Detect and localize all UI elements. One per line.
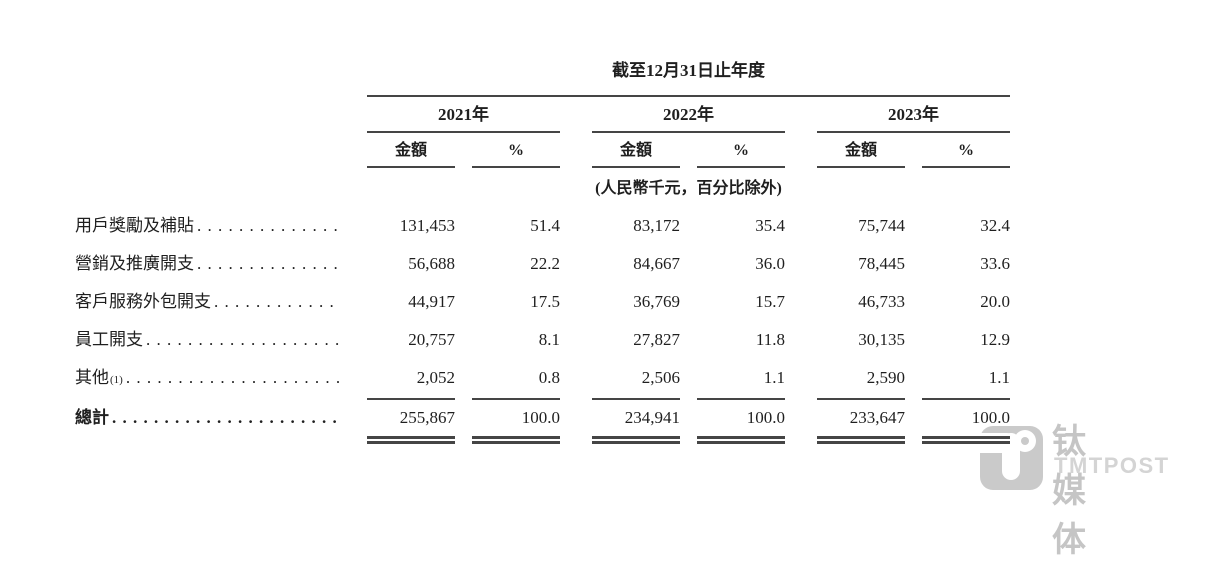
logo-circle <box>1014 430 1036 452</box>
cell-value: 2,506 <box>592 368 680 400</box>
table-title: 截至12月31日止年度 <box>612 61 765 80</box>
dot-leader <box>214 292 339 312</box>
header-rule <box>367 95 1010 97</box>
row-label: 用戶獎勵及補貼 <box>75 216 194 235</box>
dot-leader <box>112 408 339 428</box>
row-label: 客戶服務外包開支 <box>75 292 211 311</box>
total-value: 234,941 <box>592 408 680 444</box>
table-row: 其他(1) 2,052 0.8 2,506 1.1 2,590 1.1 <box>75 368 1010 400</box>
cell-value: 83,172 <box>633 216 680 235</box>
total-value: 100.0 <box>922 408 1010 444</box>
table-row: 客戶服務外包開支 44,917 17.5 36,769 15.7 46,733 … <box>75 292 1010 312</box>
cell-value: 51.4 <box>530 216 560 235</box>
row-label: 員工開支 <box>75 330 143 349</box>
col-header-amount: 金額 <box>817 141 905 168</box>
total-value: 100.0 <box>697 408 785 444</box>
cell-value: 11.8 <box>755 330 785 349</box>
cell-value: 32.4 <box>980 216 1010 235</box>
cell-value: 17.5 <box>530 292 560 311</box>
expense-breakdown-table: 截至12月31日止年度 2021年 2022年 2023年 金額 % 金額 % … <box>75 55 1010 444</box>
tmtpost-logo-icon <box>980 426 1043 490</box>
cell-value: 22.2 <box>530 254 560 273</box>
cell-value: 46,733 <box>858 292 905 311</box>
total-value: 233,647 <box>817 408 905 444</box>
cell-value: 20.0 <box>980 292 1010 311</box>
dot-leader <box>126 368 339 388</box>
cell-value: 8.1 <box>538 330 560 349</box>
cell-value: 36,769 <box>633 292 680 311</box>
cell-value: 33.6 <box>980 254 1010 273</box>
cell-value: 56,688 <box>408 254 455 273</box>
column-header-row: 金額 % 金額 % 金額 % <box>75 141 1010 168</box>
total-value: 255,867 <box>367 408 455 444</box>
year-header-2022: 2022年 <box>592 105 785 133</box>
cell-value: 131,453 <box>399 216 455 235</box>
row-label: 其他 <box>75 368 109 387</box>
cell-value: 2,590 <box>817 368 905 400</box>
col-header-percent: % <box>697 141 785 168</box>
year-header-row: 2021年 2022年 2023年 <box>75 105 1010 133</box>
cell-value: 1.1 <box>697 368 785 400</box>
cell-value: 78,445 <box>858 254 905 273</box>
col-header-percent: % <box>922 141 1010 168</box>
col-header-amount: 金額 <box>367 141 455 168</box>
table-row: 員工開支 20,757 8.1 27,827 11.8 30,135 12.9 <box>75 330 1010 350</box>
cell-value: 0.8 <box>472 368 560 400</box>
year-header-2023: 2023年 <box>817 105 1010 133</box>
cell-value: 75,744 <box>858 216 905 235</box>
row-label: 營銷及推廣開支 <box>75 254 194 273</box>
unit-note: (人民幣千元，百分比除外) <box>595 180 782 197</box>
watermark-english-name: TMTPOST <box>1054 453 1170 478</box>
watermark-chinese-name: 钛媒体 <box>1052 423 1089 559</box>
total-value: 100.0 <box>472 408 560 444</box>
year-header-2021: 2021年 <box>367 105 560 133</box>
cell-value: 36.0 <box>755 254 785 273</box>
col-header-percent: % <box>472 141 560 168</box>
cell-value: 35.4 <box>755 216 785 235</box>
dot-leader <box>146 330 339 350</box>
dot-leader <box>197 254 339 274</box>
cell-value: 1.1 <box>922 368 1010 400</box>
table-row: 用戶獎勵及補貼 131,453 51.4 83,172 35.4 75,744 … <box>75 216 1010 236</box>
cell-value: 15.7 <box>755 292 785 311</box>
total-row: 總計 255,867 100.0 234,941 100.0 233,647 1… <box>75 408 1010 444</box>
col-header-amount: 金額 <box>592 141 680 168</box>
cell-value: 30,135 <box>858 330 905 349</box>
cell-value: 20,757 <box>408 330 455 349</box>
cell-value: 2,052 <box>367 368 455 400</box>
table-row: 營銷及推廣開支 56,688 22.2 84,667 36.0 78,445 3… <box>75 254 1010 274</box>
cell-value: 27,827 <box>633 330 680 349</box>
dot-leader <box>197 216 339 236</box>
cell-value: 84,667 <box>633 254 680 273</box>
footnote-marker: (1) <box>110 374 123 386</box>
cell-value: 44,917 <box>408 292 455 311</box>
total-label: 總計 <box>75 408 109 427</box>
cell-value: 12.9 <box>980 330 1010 349</box>
